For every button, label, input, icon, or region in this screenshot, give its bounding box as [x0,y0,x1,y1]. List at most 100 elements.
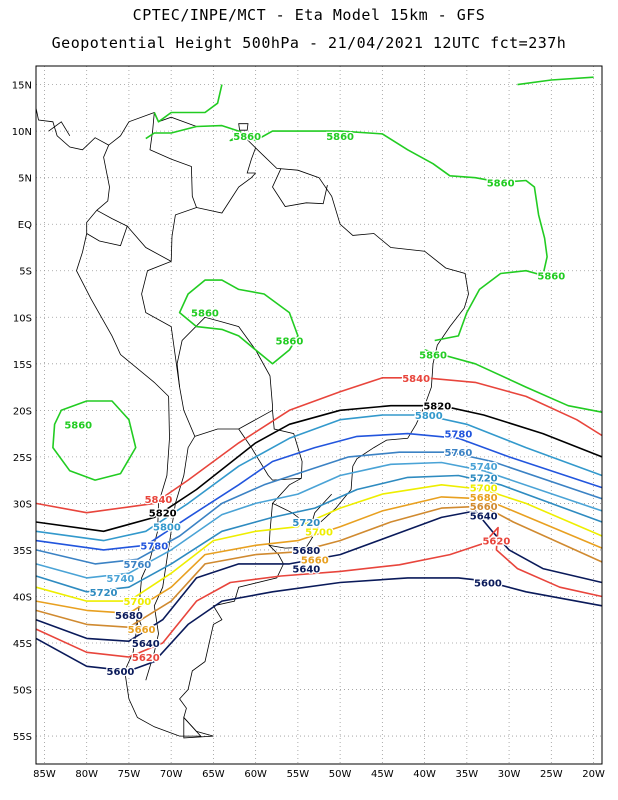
contour-label: 5860 [537,271,565,282]
contour-label: 5820 [423,402,451,413]
border-brazil-west [141,172,256,388]
contour-5860-pacific [52,400,137,481]
contour-label: 5760 [444,448,472,459]
contour-5820 [35,404,603,533]
lat-tick-label: 10N [12,127,32,138]
lat-tick-label: 15N [12,81,32,92]
contour-5860-east [424,349,603,413]
border-guianas [272,168,328,207]
contour-label: 5640 [132,639,160,650]
contour-label: 5840 [402,374,430,385]
border-paraguay [238,410,303,481]
contour-5860-top-right [517,76,594,86]
map-frame [35,65,603,765]
contour-label: 5700 [305,527,333,538]
lat-tick-label: 45S [13,639,32,650]
lat-tick-label: 40S [13,592,32,603]
lon-tick-label: 85W [33,769,56,780]
lon-tick-label: 65W [202,769,225,780]
contour-label: 5700 [123,597,151,608]
contour-label: 5860 [64,420,92,431]
contour-5600 [35,577,603,672]
lon-tick-label: 50W [329,769,352,780]
lon-tick-label: 70W [160,769,183,780]
contour-label: 5860 [487,178,515,189]
contour-label: 5640 [470,512,498,523]
contour-label: 5860 [419,351,447,362]
contour-label: 5840 [145,495,173,506]
contour-label: 5720 [292,518,320,529]
contour-label: 5860 [233,132,261,143]
contour-5860-amazon [178,279,299,365]
lat-tick-label: 5N [18,174,32,185]
lat-tick-label: 30S [13,499,32,510]
tierra-del-fuego [183,716,214,739]
lon-tick-label: 75W [118,769,141,780]
contour-label: 5860 [326,132,354,143]
contour-5700 [35,484,603,602]
chart-title-line-2: Geopotential Height 500hPa - 21/04/2021 … [51,34,567,52]
contour-label: 5720 [470,473,498,484]
lat-tick-label: 20S [13,406,32,417]
contour-5860-island [229,134,244,142]
contour-label: 5740 [107,574,135,585]
lat-tick-label: 25S [13,453,32,464]
axis-labels: 15N 10N 5N EQ 5S 10S 15S 20S 25S 30S 35S 40S 45S 50S 5… [12,81,605,780]
contour-label: 5660 [301,555,329,566]
contour-label: 5620 [132,653,160,664]
lon-tick-label: 35W [456,769,479,780]
lon-tick-label: 55W [287,769,310,780]
contour-label: 5660 [470,502,498,513]
contour-5640 [35,510,603,642]
border-venezuela-guyana [246,147,256,174]
lat-tick-label: 50S [13,686,32,697]
contour-5760 [35,451,603,565]
lat-tick-label: 15S [13,360,32,371]
lat-lon-grid [36,66,602,764]
lat-tick-label: EQ [18,220,32,231]
contour-label: 5780 [140,541,168,552]
lon-tick-label: 30W [498,769,521,780]
contour-label: 5680 [470,493,498,504]
contour-label: 5820 [149,509,177,520]
lon-tick-label: 25W [540,769,563,780]
lon-tick-label: 20W [582,769,605,780]
contour-label: 5800 [415,411,443,422]
lat-tick-label: 5S [19,267,32,278]
border-uruguay-argentina [268,503,273,546]
lat-tick-label: 10S [13,313,32,324]
contour-label: 5660 [128,625,156,636]
contour-5720 [35,474,603,593]
contour-label: 5860 [276,337,304,348]
border-bolivia [176,316,273,437]
contour-label: 5720 [90,588,118,599]
lat-tick-label: 35S [13,546,32,557]
contour-label: 5700 [470,484,498,495]
contour-labels: 5860 5860 5860 5860 5860 5860 5860 5860 5840 5820… [63,131,566,680]
contour-5860-atlantic [145,124,548,342]
contour-5800 [35,414,603,542]
contour-label: 5600 [474,579,502,590]
border-ecuador-peru [86,225,172,262]
coastline-central-america [35,107,109,151]
lat-tick-label: 55S [13,732,32,743]
contour-5680 [35,496,603,614]
contour-label: 5800 [153,523,181,534]
border-colombia-ecuador [96,209,128,227]
height-contours [35,76,603,672]
lon-tick-label: 80W [75,769,98,780]
contour-label: 5680 [115,611,143,622]
contour-5840 [35,377,603,514]
contour-5860-north [153,84,223,123]
contour-5740 [35,461,603,579]
lon-tick-label: 60W [244,769,267,780]
contour-label: 5600 [107,667,135,678]
contour-label: 5680 [292,546,320,557]
contour-label: 5760 [123,560,151,571]
contour-5660 [35,505,603,628]
contour-5780 [35,432,603,551]
coastline-costa-rica [48,121,71,137]
lon-tick-label: 40W [413,769,436,780]
contour-label: 5640 [292,565,320,576]
